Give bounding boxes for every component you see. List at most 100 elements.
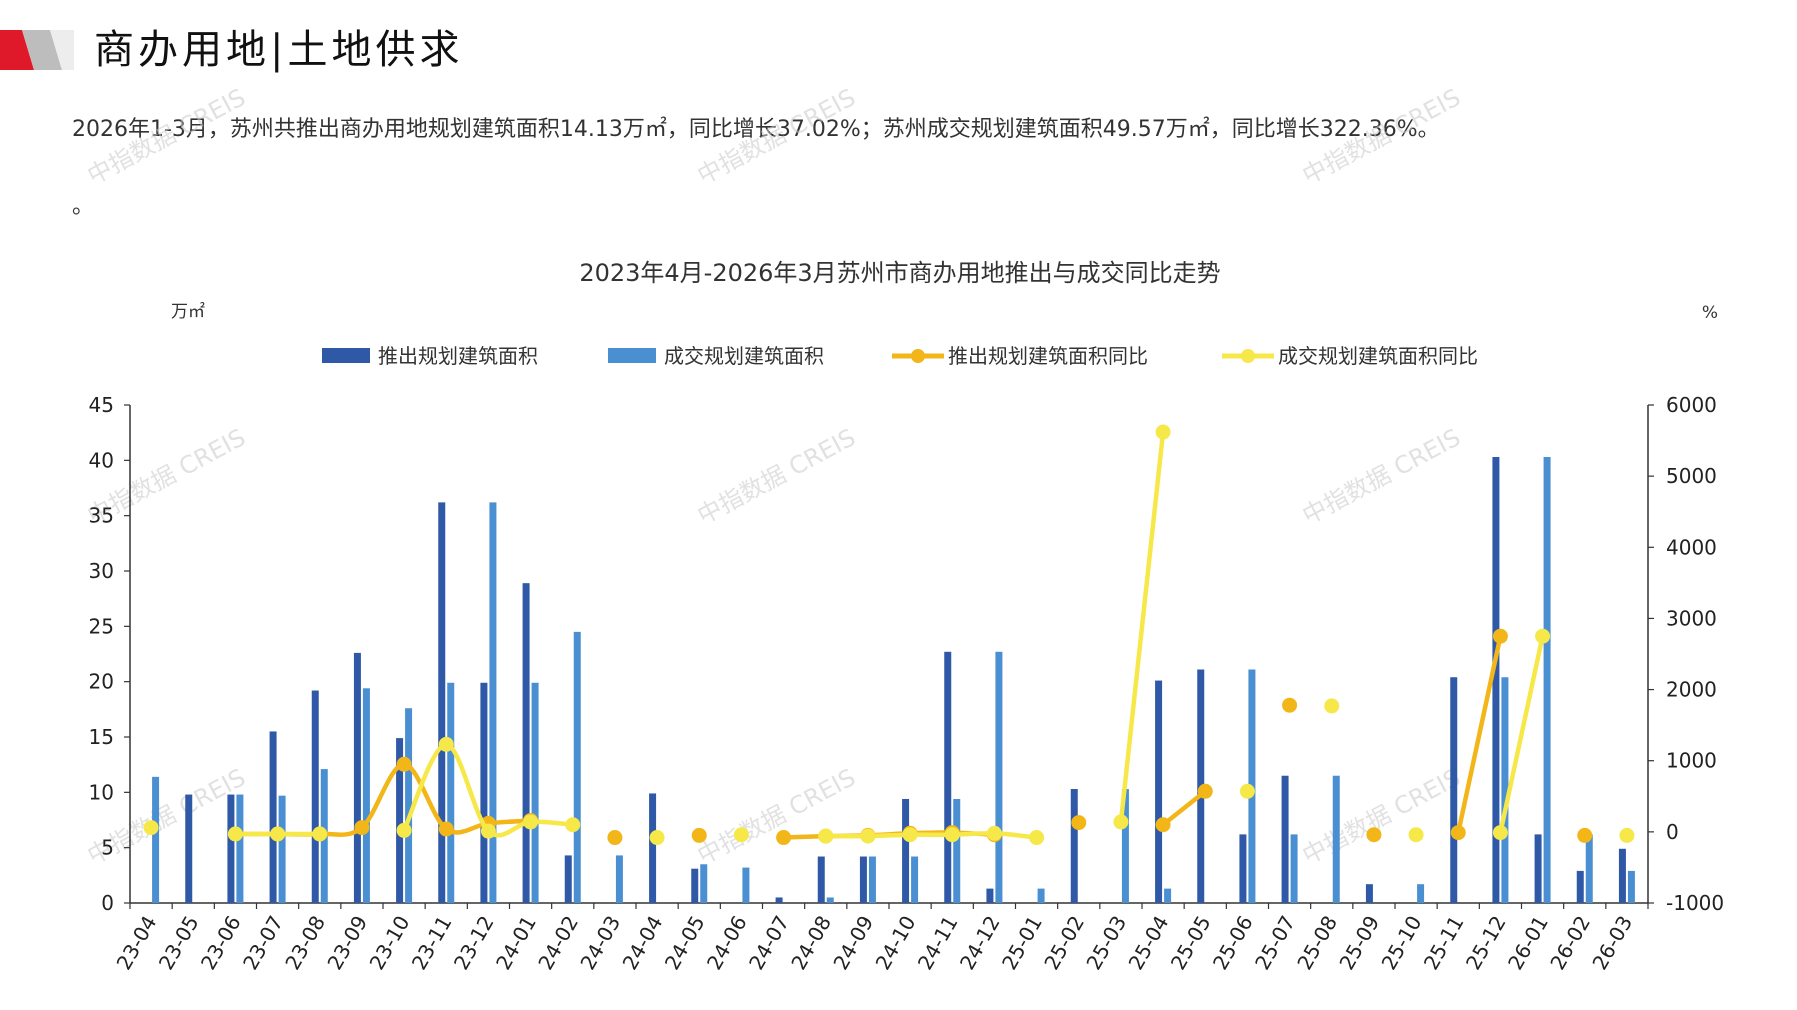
x-tick-label: 25-08 bbox=[1292, 912, 1342, 974]
deal-bar bbox=[278, 795, 286, 903]
supply-yoy-point bbox=[1577, 827, 1593, 843]
deal-bar bbox=[1332, 775, 1340, 903]
supply-bar bbox=[1576, 870, 1584, 903]
supply-bar bbox=[269, 731, 277, 903]
deal-bar bbox=[531, 682, 539, 903]
x-tick-label: 25-12 bbox=[1461, 912, 1511, 974]
deal-bar bbox=[615, 855, 623, 903]
chart-title: 2023年4月-2026年3月苏州市商办用地推出与成交同比走势 bbox=[579, 259, 1220, 287]
deal-yoy-point bbox=[818, 828, 834, 844]
supply-yoy-point bbox=[1450, 825, 1466, 841]
deal-yoy-point bbox=[986, 825, 1002, 841]
deal-bar bbox=[1290, 834, 1298, 903]
deal-bar bbox=[1501, 677, 1509, 903]
deal-yoy-point bbox=[860, 828, 876, 844]
deal-bar bbox=[447, 682, 455, 903]
x-tick-label: 23-05 bbox=[154, 912, 204, 974]
supply-yoy-point bbox=[396, 756, 412, 772]
x-tick-label: 24-01 bbox=[491, 912, 541, 974]
supply-yoy-point bbox=[354, 820, 370, 836]
deal-yoy-point bbox=[1029, 830, 1045, 846]
supply-bar bbox=[1281, 775, 1289, 903]
supply-bar bbox=[1070, 789, 1078, 903]
x-tick-label: 25-03 bbox=[1081, 912, 1131, 974]
legend-swatch-marker bbox=[911, 349, 925, 363]
logo-mark bbox=[0, 30, 74, 70]
legend-swatch bbox=[322, 348, 370, 363]
deal-bar bbox=[405, 708, 413, 903]
left-tick-label: 15 bbox=[89, 725, 114, 749]
x-tick-label: 23-12 bbox=[449, 912, 499, 974]
x-tick-label: 23-10 bbox=[365, 912, 415, 974]
x-tick-label: 24-06 bbox=[702, 912, 752, 974]
summary-text: 2026年1-3月，苏州共推出商办用地规划建筑面积14.13万㎡，同比增长37.… bbox=[72, 117, 1440, 142]
legend-label: 成交规划建筑面积 bbox=[664, 344, 824, 368]
x-tick-label: 25-01 bbox=[997, 912, 1047, 974]
x-tick-label: 24-04 bbox=[618, 912, 668, 974]
supply-bar bbox=[227, 794, 235, 903]
supply-bar bbox=[691, 868, 699, 903]
x-tick-label: 23-09 bbox=[322, 912, 372, 974]
right-tick-label: 6000 bbox=[1666, 393, 1717, 417]
left-axis-unit: 万㎡ bbox=[171, 302, 205, 322]
supply-yoy-point bbox=[1282, 697, 1298, 713]
deal-bar bbox=[995, 651, 1003, 903]
supply-bar bbox=[859, 856, 867, 903]
supply-bar bbox=[1450, 677, 1458, 903]
x-tick-label: 26-01 bbox=[1503, 912, 1553, 974]
deal-bar bbox=[911, 856, 919, 903]
supply-bar bbox=[311, 690, 319, 903]
deal-yoy-point bbox=[1535, 628, 1551, 644]
deal-yoy-point bbox=[312, 826, 328, 842]
x-tick-label: 23-04 bbox=[112, 912, 162, 974]
supply-bar bbox=[396, 738, 404, 903]
deal-yoy-point bbox=[1619, 827, 1635, 843]
deal-yoy-point bbox=[143, 820, 159, 836]
deal-yoy-point bbox=[733, 827, 749, 843]
supply-bar bbox=[986, 888, 994, 903]
supply-yoy-point bbox=[1155, 817, 1171, 833]
deal-yoy-point bbox=[523, 814, 539, 830]
x-tick-label: 24-12 bbox=[955, 912, 1005, 974]
legend-label: 推出规划建筑面积同比 bbox=[948, 344, 1148, 368]
deal-bar bbox=[362, 688, 370, 903]
right-tick-label: 2000 bbox=[1666, 678, 1717, 702]
deal-yoy-line bbox=[401, 742, 575, 838]
right-tick-label: 3000 bbox=[1666, 606, 1717, 630]
x-tick-label: 25-07 bbox=[1250, 912, 1300, 974]
left-tick-label: 45 bbox=[89, 393, 114, 417]
deal-yoy-point bbox=[649, 830, 665, 846]
deal-yoy-point bbox=[565, 817, 581, 833]
supply-bar bbox=[1239, 834, 1247, 903]
supply-yoy-line bbox=[1456, 633, 1503, 835]
right-tick-label: 0 bbox=[1666, 820, 1679, 844]
deal-bar bbox=[700, 864, 708, 903]
legend-label: 成交规划建筑面积同比 bbox=[1278, 344, 1478, 368]
deal-yoy-point bbox=[944, 827, 960, 843]
deal-bar bbox=[953, 798, 961, 903]
deal-bar bbox=[1164, 888, 1172, 903]
x-tick-label: 25-09 bbox=[1334, 912, 1384, 974]
deal-yoy-line bbox=[1498, 633, 1545, 835]
deal-bar bbox=[826, 897, 834, 903]
x-tick-label: 25-02 bbox=[1039, 912, 1089, 974]
supply-bar bbox=[649, 793, 657, 903]
right-tick-label: 4000 bbox=[1666, 535, 1717, 559]
left-tick-label: 35 bbox=[89, 504, 114, 528]
left-tick-label: 30 bbox=[89, 559, 114, 583]
deal-yoy-point bbox=[1492, 825, 1508, 841]
supply-bar bbox=[902, 798, 910, 903]
supply-yoy-point bbox=[691, 827, 707, 843]
supply-yoy-point bbox=[1197, 783, 1213, 799]
supply-bar bbox=[775, 897, 783, 903]
supply-yoy-point bbox=[607, 830, 623, 846]
x-tick-label: 25-06 bbox=[1208, 912, 1258, 974]
deal-yoy-point bbox=[1324, 698, 1340, 714]
supply-bar bbox=[438, 502, 446, 903]
x-tick-label: 23-08 bbox=[280, 912, 330, 974]
deal-bar bbox=[236, 794, 244, 903]
x-tick-label: 24-05 bbox=[660, 912, 710, 974]
deal-bar bbox=[1417, 884, 1425, 903]
deal-yoy-point bbox=[1239, 783, 1255, 799]
